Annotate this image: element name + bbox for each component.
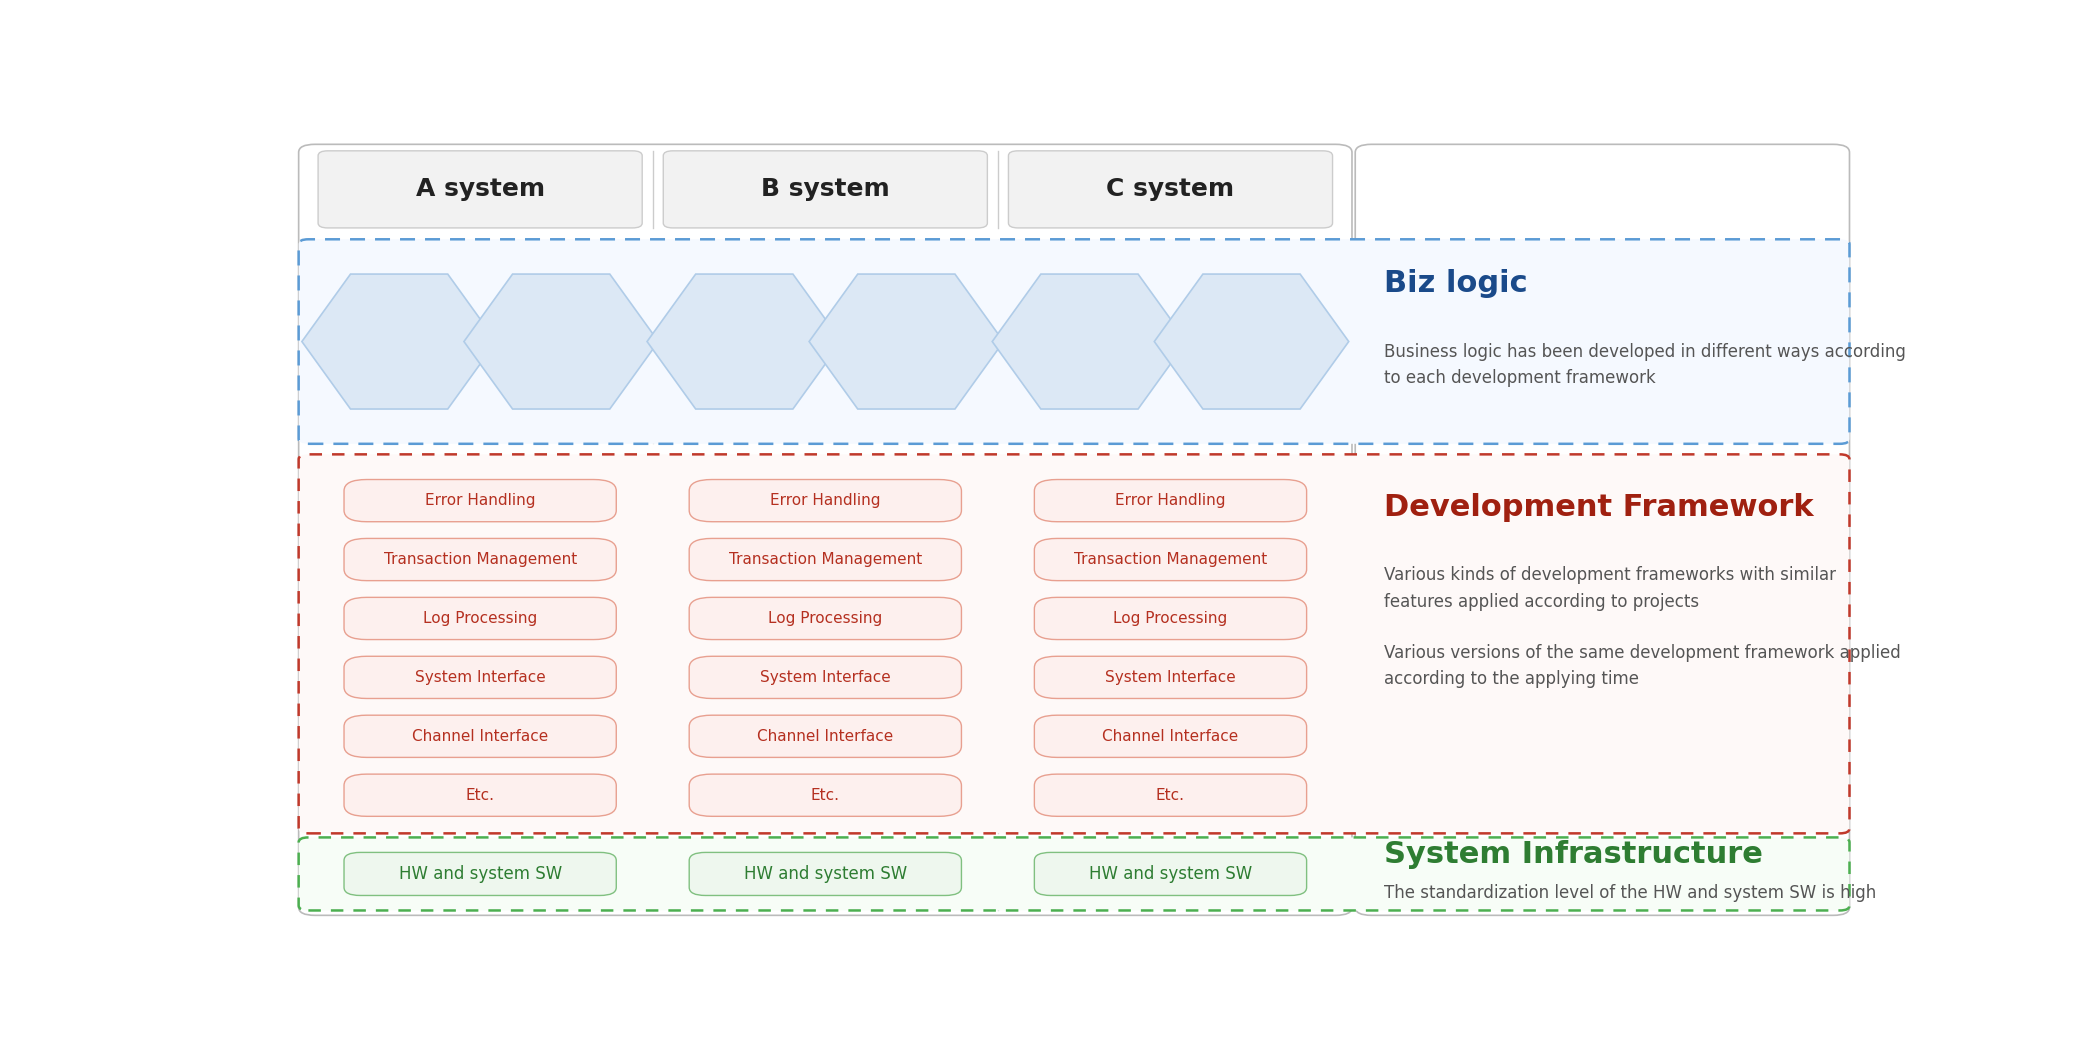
Text: Log Processing: Log Processing xyxy=(767,611,882,626)
FancyBboxPatch shape xyxy=(690,539,962,581)
Text: System Interface: System Interface xyxy=(1106,670,1236,685)
Text: Business
Logic 2: Business Logic 2 xyxy=(527,326,596,357)
Text: Transaction Management: Transaction Management xyxy=(728,552,922,567)
Text: Etc.: Etc. xyxy=(1156,787,1186,803)
FancyBboxPatch shape xyxy=(663,151,987,228)
Text: HW and system SW: HW and system SW xyxy=(744,865,907,883)
Text: Biz logic: Biz logic xyxy=(1384,269,1529,297)
FancyBboxPatch shape xyxy=(690,598,962,640)
Polygon shape xyxy=(464,274,659,409)
FancyBboxPatch shape xyxy=(1035,716,1307,758)
Text: Business
Logic 2: Business Logic 2 xyxy=(872,326,941,357)
FancyBboxPatch shape xyxy=(1355,144,1851,915)
FancyBboxPatch shape xyxy=(345,539,617,581)
FancyBboxPatch shape xyxy=(1035,657,1307,699)
Text: Transaction Management: Transaction Management xyxy=(383,552,577,567)
FancyBboxPatch shape xyxy=(1035,539,1307,581)
Text: Business
Logic 1: Business Logic 1 xyxy=(709,326,780,357)
Text: Business logic has been developed in different ways according
to each developmen: Business logic has been developed in dif… xyxy=(1384,343,1907,387)
Text: System Infrastructure: System Infrastructure xyxy=(1384,840,1763,870)
Text: System Interface: System Interface xyxy=(759,670,891,685)
Text: Etc.: Etc. xyxy=(811,787,841,803)
Text: Error Handling: Error Handling xyxy=(424,493,535,508)
FancyBboxPatch shape xyxy=(299,838,1851,911)
Polygon shape xyxy=(809,274,1004,409)
FancyBboxPatch shape xyxy=(690,657,962,699)
FancyBboxPatch shape xyxy=(345,480,617,522)
Text: Log Processing: Log Processing xyxy=(1112,611,1227,626)
FancyBboxPatch shape xyxy=(690,716,962,758)
FancyBboxPatch shape xyxy=(690,853,962,896)
FancyBboxPatch shape xyxy=(345,774,617,816)
FancyBboxPatch shape xyxy=(690,480,962,522)
FancyBboxPatch shape xyxy=(690,774,962,816)
FancyBboxPatch shape xyxy=(1035,480,1307,522)
Text: HW and system SW: HW and system SW xyxy=(399,865,562,883)
FancyBboxPatch shape xyxy=(318,151,642,228)
FancyBboxPatch shape xyxy=(345,853,617,896)
Text: HW and system SW: HW and system SW xyxy=(1089,865,1253,883)
Text: Various kinds of development frameworks with similar
features applied according : Various kinds of development frameworks … xyxy=(1384,566,1836,610)
Text: Various versions of the same development framework applied
according to the appl: Various versions of the same development… xyxy=(1384,644,1901,688)
Text: Channel Interface: Channel Interface xyxy=(412,728,548,744)
FancyBboxPatch shape xyxy=(1035,774,1307,816)
FancyBboxPatch shape xyxy=(299,454,1851,834)
Polygon shape xyxy=(301,274,496,409)
Text: Development Framework: Development Framework xyxy=(1384,492,1815,522)
FancyBboxPatch shape xyxy=(299,144,1353,915)
FancyBboxPatch shape xyxy=(1008,151,1332,228)
FancyBboxPatch shape xyxy=(345,657,617,699)
FancyBboxPatch shape xyxy=(345,716,617,758)
FancyBboxPatch shape xyxy=(1035,598,1307,640)
Text: B system: B system xyxy=(761,177,889,201)
Text: System Interface: System Interface xyxy=(414,670,546,685)
Polygon shape xyxy=(993,274,1188,409)
Text: Business
Logic 2: Business Logic 2 xyxy=(1217,326,1286,357)
Text: C system: C system xyxy=(1106,177,1234,201)
FancyBboxPatch shape xyxy=(1035,853,1307,896)
Text: Etc.: Etc. xyxy=(466,787,496,803)
Text: Channel Interface: Channel Interface xyxy=(1102,728,1238,744)
Text: A system: A system xyxy=(416,177,546,201)
Text: Error Handling: Error Handling xyxy=(769,493,880,508)
Text: Business
Logic 1: Business Logic 1 xyxy=(364,326,433,357)
Polygon shape xyxy=(646,274,841,409)
Text: Log Processing: Log Processing xyxy=(422,611,537,626)
FancyBboxPatch shape xyxy=(299,239,1851,444)
Text: Business
Logic 1: Business Logic 1 xyxy=(1054,326,1125,357)
Text: Channel Interface: Channel Interface xyxy=(757,728,893,744)
Text: The standardization level of the HW and system SW is high: The standardization level of the HW and … xyxy=(1384,884,1876,902)
FancyBboxPatch shape xyxy=(345,598,617,640)
Polygon shape xyxy=(1154,274,1349,409)
Text: Transaction Management: Transaction Management xyxy=(1075,552,1267,567)
Text: Error Handling: Error Handling xyxy=(1115,493,1225,508)
